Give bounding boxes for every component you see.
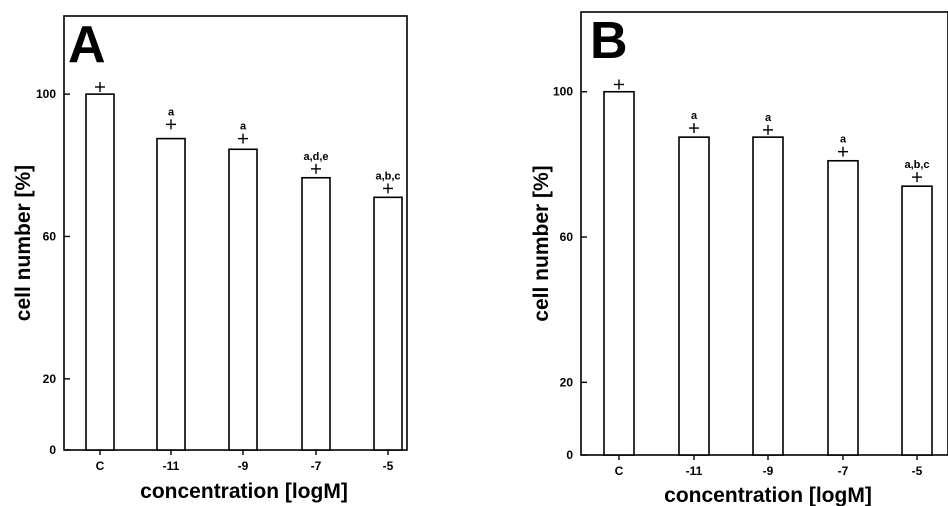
bar: [228, 148, 258, 451]
bar: [827, 159, 859, 456]
x-tick-label: -11: [686, 464, 703, 478]
x-tick-label: -7: [311, 459, 322, 473]
significance-label: a: [168, 106, 175, 118]
bar: [301, 176, 331, 451]
x-tick-label: C: [96, 459, 105, 473]
bar: [752, 136, 784, 456]
significance-label: a: [691, 110, 698, 122]
bar: [85, 93, 115, 451]
x-tick-label: -5: [912, 464, 923, 478]
x-tick-label: -5: [383, 459, 394, 473]
bar: [901, 185, 933, 456]
y-tick-label: 0: [49, 443, 56, 457]
y-tick-label: 60: [560, 230, 574, 244]
y-axis-label: cell number [%]: [12, 165, 35, 321]
bar: [373, 196, 403, 451]
y-tick-label: 20: [560, 375, 574, 389]
significance-label: a,b,c: [375, 170, 400, 182]
significance-label: a,d,e: [303, 151, 328, 163]
significance-label: a: [840, 134, 847, 146]
panel-label: B: [590, 12, 628, 70]
x-axis-label: concentration [logM]: [140, 480, 348, 503]
x-axis-label: concentration [logM]: [664, 484, 872, 506]
panel-label: A: [68, 16, 106, 74]
y-tick-label: 0: [566, 448, 573, 462]
chart-panel-a: A 0 20 60 100 Ca -11 a -9 a,d,e -7 a,b,c -5 cell numb…: [12, 15, 408, 503]
significance-label: a,b,c: [904, 159, 929, 171]
bar: [156, 137, 186, 451]
x-tick-label: -9: [763, 464, 774, 478]
significance-label: a: [240, 121, 247, 133]
x-tick-label: C: [615, 464, 624, 478]
x-tick-label: -7: [838, 464, 849, 478]
y-tick-label: 60: [43, 229, 57, 243]
y-tick-label: 20: [43, 372, 57, 386]
x-tick-label: -9: [238, 459, 249, 473]
y-tick-label: 100: [553, 85, 573, 99]
chart-panel-b: B 0 20 60 100 Ca -11 a -9 a -7 a,b,c -5 cell number […: [530, 11, 948, 506]
y-axis-label: cell number [%]: [530, 165, 553, 321]
significance-label: a: [765, 112, 772, 124]
x-tick-label: -11: [163, 459, 180, 473]
bar: [603, 90, 635, 456]
bar: [678, 136, 710, 456]
y-tick-label: 100: [36, 87, 56, 101]
